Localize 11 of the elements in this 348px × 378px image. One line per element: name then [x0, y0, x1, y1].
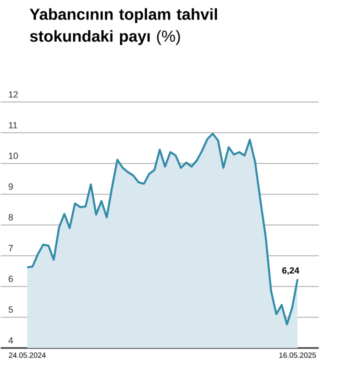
chart-title: Yabancının toplam tahvil stokundaki payı (%): [30, 8, 217, 45]
y-tick-label: 6: [8, 276, 13, 282]
y-tick-label: 9: [8, 183, 13, 190]
data-label: 6,24: [282, 267, 300, 275]
y-tick-label: 4: [8, 337, 13, 344]
y-tick-label: 11: [8, 122, 18, 128]
y-tick-label: 12: [8, 91, 18, 98]
y-tick-label: 7: [8, 245, 13, 252]
y-tick-label: 10: [8, 152, 18, 159]
y-tick-label: 5: [8, 306, 13, 313]
y-tick-label: 8: [8, 214, 13, 220]
